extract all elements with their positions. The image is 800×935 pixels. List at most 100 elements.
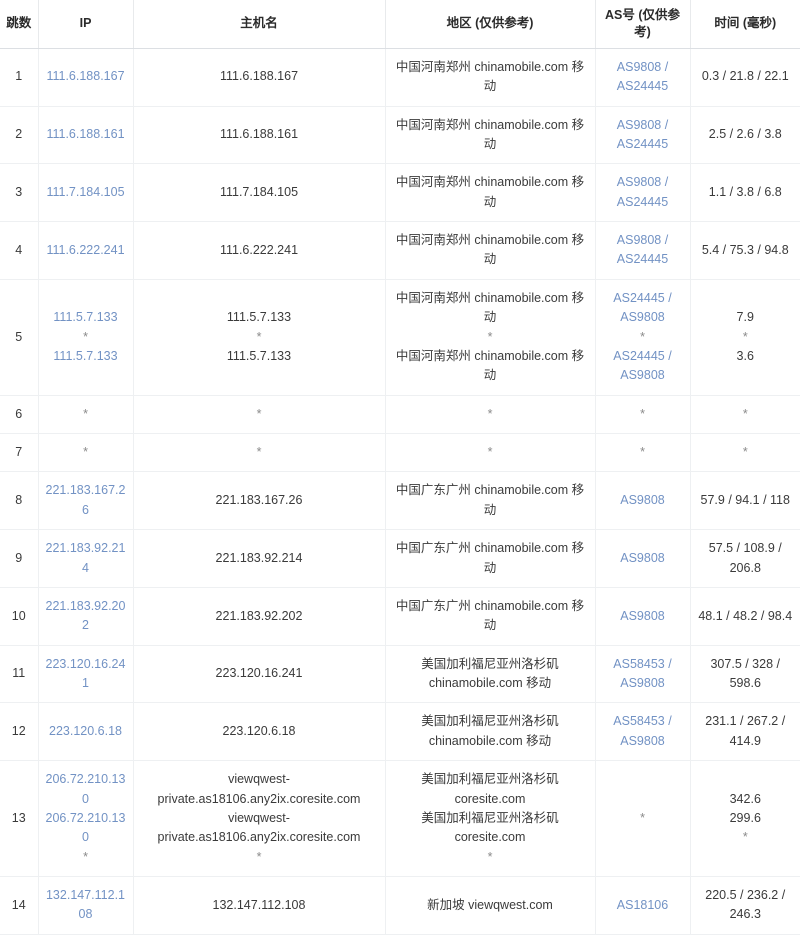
asn-link[interactable]: 206.72.210.130 <box>45 772 126 806</box>
table-row: 8 221.183.167.26 221.183.167.26 中国广东广州 chin… <box>0 471 800 531</box>
cell-time: * <box>690 433 800 473</box>
asn-link[interactable]: AS9808 / <box>616 59 669 74</box>
timeout-star-icon: * <box>256 406 262 421</box>
cell-hop: 6 <box>0 395 39 435</box>
asn-link[interactable]: 111.7.184.105 <box>46 184 125 199</box>
asn-link[interactable]: AS58453 / <box>613 656 672 671</box>
cell-time-text: 231.1 / 267.2 / 414.9 <box>705 714 786 748</box>
cell-asn: * <box>595 760 691 877</box>
table-row: 9 221.183.92.214 221.183.92.214 中国广东广州 chin… <box>0 529 800 588</box>
asn-link[interactable]: AS24445 <box>616 194 669 209</box>
asn-link[interactable]: AS9808 / <box>616 233 669 247</box>
cell-region: 新加坡 viewqwest.com <box>385 876 596 935</box>
cell-time-text: 3.6 <box>736 348 754 363</box>
asn-link[interactable]: 221.183.167.26 <box>45 483 126 517</box>
cell-hostname: * <box>133 433 386 473</box>
asn-link[interactable]: 111.6.222.241 <box>46 242 125 257</box>
asn-link[interactable]: AS24445 / <box>613 348 672 363</box>
cell-time-text: 48.1 / 48.2 / 98.4 <box>698 608 793 623</box>
cell-region: 中国广东广州 chinamobile.com 移动 <box>385 471 596 531</box>
cell-hop: 10 <box>0 587 39 646</box>
timeout-star-icon: * <box>256 849 262 864</box>
asn-link[interactable]: AS24445 <box>616 79 669 94</box>
cell-asn: AS9808 <box>595 471 691 531</box>
asn-link[interactable]: 223.120.6.18 <box>49 724 122 739</box>
cell-region: 中国河南郑州 chinamobile.com 移动 <box>385 48 596 107</box>
cell-hostname-text: 111.7.184.105 <box>219 184 299 199</box>
timeout-star-icon: * <box>640 445 645 459</box>
cell-hop: 7 <box>0 433 39 473</box>
asn-link[interactable]: AS9808 <box>620 493 665 508</box>
table-row: 3 111.7.184.105 111.7.184.105 中国河南郑州 chinam… <box>0 163 800 222</box>
cell-hostname: 111.7.184.105 <box>133 163 386 222</box>
asn-link[interactable]: AS9808 <box>620 733 665 748</box>
asn-link[interactable]: 111.6.188.167 <box>46 69 125 84</box>
asn-link[interactable]: 111.5.7.133 <box>53 310 118 325</box>
asn-link[interactable]: 132.147.112.108 <box>45 888 125 922</box>
asn-link[interactable]: AS24445 / <box>613 290 672 305</box>
cell-hostname-text: 221.183.92.214 <box>215 550 303 565</box>
cell-ip: 223.120.16.241 <box>38 645 134 704</box>
asn-link[interactable]: AS9808 / <box>616 117 669 132</box>
cell-time: 2.5 / 2.6 / 3.8 <box>690 106 800 165</box>
cell-time: 7.9 * 3.6 <box>690 279 800 396</box>
asn-link[interactable]: AS9808 <box>620 310 665 325</box>
cell-hostname: 132.147.112.108 <box>133 876 386 935</box>
cell-hostname-text: 223.120.16.241 <box>215 666 303 681</box>
asn-link[interactable]: AS24445 <box>616 252 669 267</box>
table-row: 5 111.5.7.133 * 111.5.7.133 111.5.7.133 * 111.… <box>0 279 800 396</box>
cell-hostname-text: 223.120.6.18 <box>222 724 296 739</box>
asn-link[interactable]: AS24445 <box>616 136 669 151</box>
table-row: 2 111.6.188.161 111.6.188.161 中国河南郑州 chinam… <box>0 106 800 165</box>
asn-link[interactable]: 223.120.16.241 <box>45 656 126 690</box>
timeout-star-icon: * <box>487 849 493 864</box>
cell-ip: 111.6.188.167 <box>38 48 134 107</box>
cell-region: 中国河南郑州 chinamobile.com 移动 <box>385 221 596 280</box>
asn-link[interactable]: 206.72.210.130 <box>45 810 126 845</box>
asn-link[interactable]: 221.183.92.202 <box>45 598 126 633</box>
cell-time-text: 1.1 / 3.8 / 6.8 <box>708 184 782 199</box>
asn-link[interactable]: AS58453 / <box>613 714 672 729</box>
asn-link[interactable]: AS9808 <box>620 550 665 565</box>
cell-time-text: 342.6 <box>729 791 761 806</box>
cell-region-text: 美国加利福尼亚州洛杉矶 coresite.com <box>421 772 559 806</box>
asn-link[interactable]: AS9808 <box>620 676 665 690</box>
asn-link[interactable]: 111.6.188.161 <box>46 127 125 142</box>
cell-hop: 2 <box>0 106 39 165</box>
cell-hop: 14 <box>0 876 39 935</box>
cell-hostname-text: 111.6.188.167 <box>219 69 299 84</box>
cell-region: 美国加利福尼亚州洛杉矶 chinamobile.com 移动 <box>385 645 596 704</box>
cell-time: 1.1 / 3.8 / 6.8 <box>690 163 800 222</box>
cell-region-text: 中国河南郑州 chinamobile.com 移动 <box>395 348 585 383</box>
cell-region-text: 中国河南郑州 chinamobile.com 移动 <box>395 233 585 267</box>
cell-region-text: 美国加利福尼亚州洛杉矶 chinamobile.com 移动 <box>421 656 559 690</box>
cell-region: 美国加利福尼亚州洛杉矶 coresite.com 美国加利福尼亚州洛杉矶 core… <box>385 760 596 877</box>
table-row: 11 223.120.16.241 223.120.16.241 美国加利福尼亚州洛杉… <box>0 645 800 704</box>
cell-hop: 11 <box>0 645 39 704</box>
cell-region-text: 美国加利福尼亚州洛杉矶 chinamobile.com 移动 <box>421 714 559 748</box>
timeout-star-icon: * <box>487 445 493 459</box>
asn-link[interactable]: AS9808 <box>620 608 665 623</box>
timeout-star-icon: * <box>487 406 493 421</box>
cell-hop: 1 <box>0 48 39 107</box>
cell-asn: AS9808 / AS24445 <box>595 163 691 222</box>
cell-region-text: 美国加利福尼亚州洛杉矶 coresite.com <box>421 810 559 845</box>
asn-link[interactable]: 221.183.92.214 <box>45 541 126 575</box>
asn-link[interactable]: AS9808 <box>620 368 665 383</box>
cell-ip: * <box>38 433 134 473</box>
column-header-hop: 跳数 <box>0 0 39 49</box>
cell-time: 57.5 / 108.9 / 206.8 <box>690 529 800 588</box>
asn-link[interactable]: 111.5.7.133 <box>53 348 118 363</box>
timeout-star-icon: * <box>742 406 748 421</box>
cell-time: * <box>690 395 800 435</box>
asn-link[interactable]: AS9808 / <box>616 175 669 190</box>
cell-hostname: 221.183.167.26 <box>133 471 386 531</box>
cell-hostname: 221.183.92.214 <box>133 529 386 588</box>
cell-hostname-text: viewqwest-private.as18106.any2ix.coresit… <box>157 810 361 845</box>
cell-hostname: 223.120.6.18 <box>133 702 386 762</box>
cell-time-text: 57.5 / 108.9 / 206.8 <box>708 541 782 575</box>
cell-asn: AS9808 <box>595 529 691 588</box>
table-body: 1 111.6.188.167 111.6.188.167 中国河南郑州 chinam… <box>0 48 800 935</box>
asn-link[interactable]: AS18106 <box>616 897 669 912</box>
